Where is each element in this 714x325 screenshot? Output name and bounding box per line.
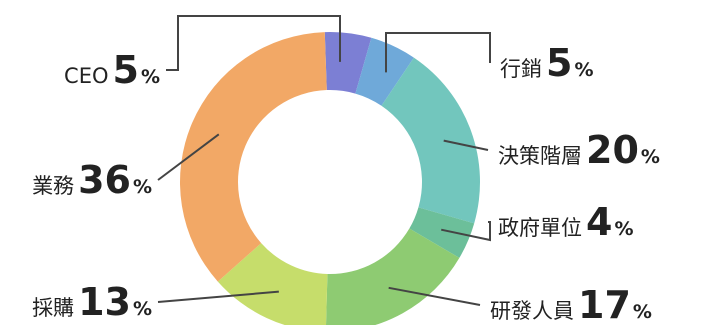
- slice-labels: CEO 5% 行銷 5 %決策階層 20 %政府單位 4 %研發人員 17 %採購 13 %業務 36%: [32, 41, 660, 325]
- slice-label-value-1: 5: [113, 48, 139, 92]
- slice-label-name-5: 研發人員: [490, 299, 574, 323]
- slice-label-6: 採購 13%: [32, 280, 152, 324]
- donut-slice-4: [409, 207, 475, 258]
- slice-label-5: 研發人員 17%: [490, 283, 652, 325]
- leader-line-2: [385, 32, 491, 73]
- donut-slice-1: [324, 32, 372, 94]
- slice-label-value-2: 5: [546, 41, 572, 85]
- slice-label-unit-5: %: [633, 301, 652, 323]
- slice-label-unit-6: %: [133, 298, 152, 320]
- donut-slices: [179, 32, 480, 325]
- slice-label-value-5: 17: [578, 283, 631, 325]
- donut-slice-6: [217, 243, 328, 325]
- slice-label-1: CEO 5%: [64, 48, 160, 92]
- leader-line-1: [166, 15, 341, 71]
- slice-label-unit-3: %: [641, 146, 660, 168]
- slice-label-3: 決策階層 20%: [498, 128, 660, 172]
- slice-label-name-7: 業務: [32, 174, 74, 198]
- slice-label-name-4: 政府單位: [498, 216, 582, 240]
- slice-label-unit-4: %: [614, 218, 633, 240]
- slice-label-unit-7: %: [133, 176, 152, 198]
- slice-label-value-3: 20: [586, 128, 639, 172]
- leader-line-6: [157, 290, 279, 303]
- leader-line-5: [388, 286, 481, 306]
- slice-label-7: 業務 36%: [32, 158, 152, 202]
- slice-label-value-4: 4: [586, 200, 612, 244]
- leader-line-7: [157, 133, 220, 181]
- slice-label-name-6: 採購: [32, 296, 74, 320]
- leader-line-4: [441, 221, 491, 242]
- slice-label-unit-1: %: [141, 66, 160, 88]
- slice-label-4: 政府單位 4%: [498, 200, 634, 244]
- donut-slice-7: [179, 32, 327, 282]
- leader-line-3: [443, 139, 489, 151]
- donut-slice-5: [326, 228, 460, 325]
- slice-label-2: 行銷 5%: [500, 41, 594, 85]
- slice-label-name-1: CEO: [64, 64, 108, 88]
- donut-slice-2: [355, 37, 414, 106]
- slice-label-value-6: 13: [78, 280, 131, 324]
- slice-label-value-7: 36: [78, 158, 131, 202]
- slice-label-name-2: 行銷: [500, 57, 542, 81]
- slice-label-unit-2: %: [574, 59, 593, 81]
- leader-lines: [157, 15, 491, 306]
- donut-slice-3: [381, 57, 480, 224]
- slice-label-name-3: 決策階層: [498, 144, 582, 168]
